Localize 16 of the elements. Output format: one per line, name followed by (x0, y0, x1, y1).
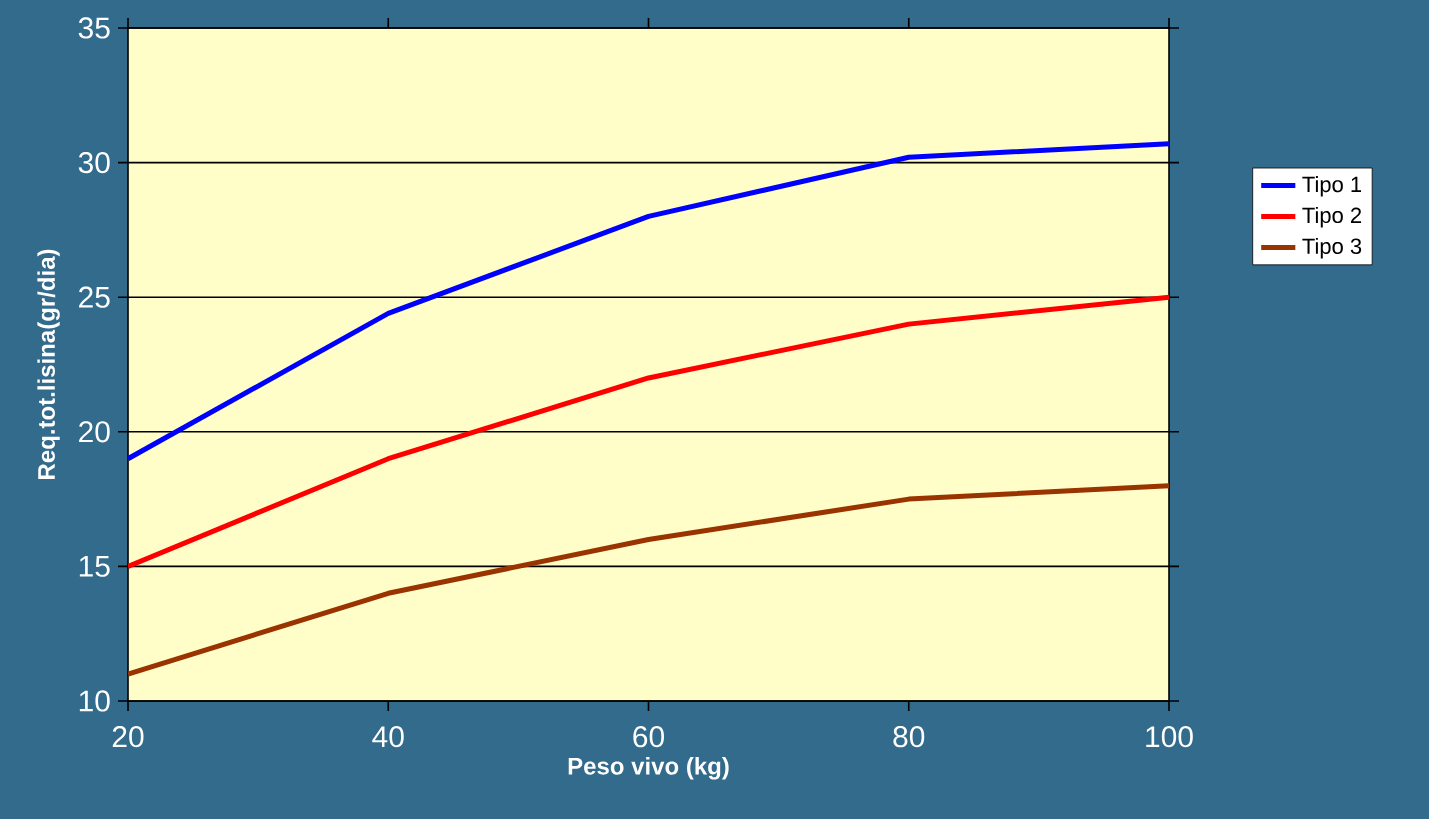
legend-label: Tipo 1 (1302, 176, 1362, 197)
x-tick-label: 80 (893, 726, 925, 748)
y-tick-label: 25 (79, 286, 110, 308)
x-axis-title: Peso vivo (kg) (568, 757, 729, 780)
y-tick-label: 20 (79, 421, 110, 443)
x-tick-label: 100 (1146, 726, 1193, 748)
legend-label: Tipo 2 (1302, 206, 1362, 228)
x-tick-label: 60 (633, 726, 664, 748)
y-axis-title: Req.tot.lisina(gr/dia) (37, 249, 60, 479)
y-tick-label: 10 (79, 690, 110, 712)
x-tick-label: 20 (112, 726, 144, 748)
legend-label: Tipo 3 (1302, 237, 1362, 259)
y-tick-label: 15 (79, 555, 110, 577)
x-tick-label: 40 (372, 726, 404, 748)
y-tick-label: 30 (78, 151, 110, 174)
y-tick-label: 35 (78, 17, 110, 39)
